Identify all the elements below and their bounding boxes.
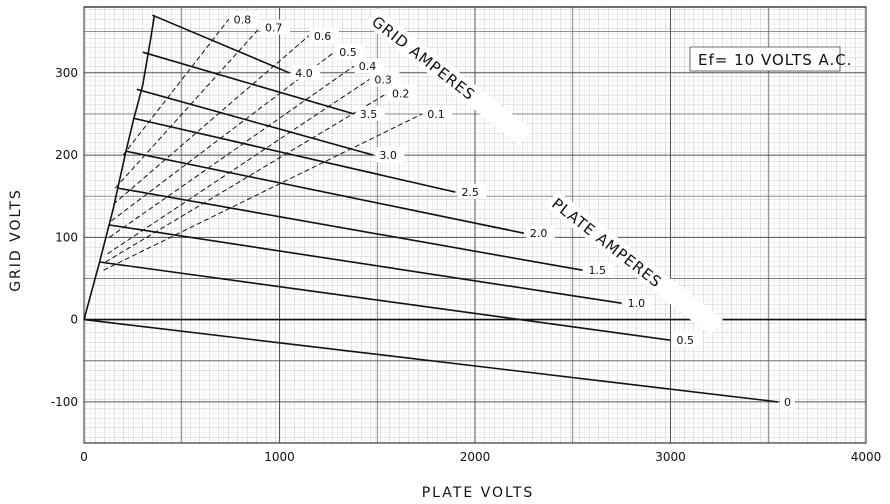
label-bg	[672, 332, 702, 348]
x-tick-label: 1000	[264, 450, 295, 464]
label-bg	[354, 58, 384, 74]
grid-label-0.2: 0.2	[388, 85, 418, 101]
curve-labels: 00.51.01.52.02.53.03.54.00.80.70.60.50.4…	[229, 11, 796, 409]
label-bg	[780, 393, 796, 409]
grid-label-0.4: 0.4	[354, 58, 384, 74]
label-bg	[623, 295, 653, 311]
grid-curve-0.5	[111, 51, 335, 222]
grid-label-0.6: 0.6	[309, 27, 339, 43]
plate-label-3.5: 3.5	[355, 105, 385, 121]
label-bg	[291, 64, 321, 80]
grid-curve-0.1	[103, 113, 423, 271]
curve-label-text: 2.0	[530, 227, 548, 240]
plate-ampere-curves	[83, 14, 779, 403]
curve-label-text: 0.2	[392, 87, 410, 100]
curve-label-text: 0.1	[427, 108, 445, 121]
grid-label-0.7: 0.7	[260, 19, 290, 35]
curve-label-text: 0.8	[234, 13, 252, 26]
annotation-box: Ef= 10 VOLTS A.C.	[689, 46, 853, 72]
label-bg	[229, 11, 259, 27]
grid-curve-0.6	[112, 35, 310, 205]
y-axis-title: GRID VOLTS	[8, 188, 24, 292]
plate-label-2.5: 2.5	[457, 184, 487, 200]
grid-curve-0.3	[107, 78, 370, 255]
curve-label-text: 4.0	[295, 67, 313, 80]
curve-label-text: 2.5	[461, 186, 479, 199]
envelope-line	[83, 15, 156, 320]
plate-curve-2.0	[124, 150, 525, 234]
label-bg	[388, 85, 418, 101]
grid-curve-0.2	[105, 92, 388, 263]
grid-ampere-curves	[103, 18, 423, 271]
plate-label-1.0: 1.0	[623, 295, 653, 311]
grid-curve-0.8	[122, 18, 230, 156]
y-tick-label: 100	[55, 230, 78, 244]
plate-curve-0.5	[99, 261, 671, 341]
y-tick-labels: -100 0 100 200 300	[51, 66, 78, 409]
grid-label-0.3: 0.3	[370, 71, 400, 87]
label-bg	[423, 105, 453, 121]
y-tick-label: 200	[55, 148, 78, 162]
plate-label-4.0: 4.0	[291, 64, 321, 80]
plate-label-0.5: 0.5	[672, 332, 702, 348]
x-tick-label: 2000	[460, 450, 491, 464]
curve-label-text: 3.5	[360, 108, 378, 121]
plate-curve-0	[83, 318, 779, 403]
curve-label-text: 0.4	[359, 60, 377, 73]
label-bg	[355, 105, 385, 121]
plate-curve-3.0	[136, 88, 374, 156]
y-tick-label: -100	[51, 395, 78, 409]
grid-curve-0.4	[109, 65, 355, 238]
envelope-curve	[83, 15, 156, 320]
label-bg	[260, 19, 290, 35]
curve-label-text: 3.0	[379, 149, 397, 162]
x-tick-label: 3000	[655, 450, 686, 464]
grid-curve-0.7	[114, 27, 261, 189]
curve-label-text: 0.5	[339, 46, 357, 59]
y-tick-label: 300	[55, 66, 78, 80]
x-axis-title: PLATE VOLTS	[422, 485, 535, 501]
plate-curve-1.5	[117, 187, 583, 271]
label-bg	[584, 262, 614, 278]
plate-label-3.0: 3.0	[375, 147, 405, 163]
plate-curve-1.0	[109, 224, 622, 304]
curve-label-text: 0	[784, 396, 791, 409]
x-tick-label: 0	[80, 450, 88, 464]
curve-label-text: 0.5	[677, 334, 695, 347]
curve-label-text: 1.0	[628, 297, 646, 310]
label-bg	[335, 44, 365, 60]
grid-label-0.5: 0.5	[335, 44, 365, 60]
label-bg	[309, 27, 339, 43]
curve-label-text: 1.5	[589, 264, 607, 277]
grid-label-0.8: 0.8	[229, 11, 259, 27]
plate-curve-3.5	[142, 51, 355, 115]
plate-curve-2.5	[132, 117, 456, 193]
label-bg	[375, 147, 405, 163]
plate-label-0: 0	[780, 393, 796, 409]
label-bg	[370, 71, 400, 87]
label-bg	[525, 225, 555, 241]
annotation-text: Ef= 10 VOLTS A.C.	[698, 51, 853, 69]
y-tick-label: 0	[70, 313, 78, 327]
grid-label-0.1: 0.1	[423, 105, 453, 121]
x-tick-label: 4000	[851, 450, 882, 464]
label-bg	[457, 184, 487, 200]
plate-label-1.5: 1.5	[584, 262, 614, 278]
x-tick-labels: 0 1000 2000 3000 4000	[80, 450, 881, 464]
curve-label-text: 0.3	[374, 73, 392, 86]
curve-label-text: 0.7	[265, 22, 283, 35]
curve-label-text: 0.6	[314, 30, 332, 43]
plate-curve-4.0	[152, 14, 290, 74]
plate-label-2.0: 2.0	[525, 225, 555, 241]
